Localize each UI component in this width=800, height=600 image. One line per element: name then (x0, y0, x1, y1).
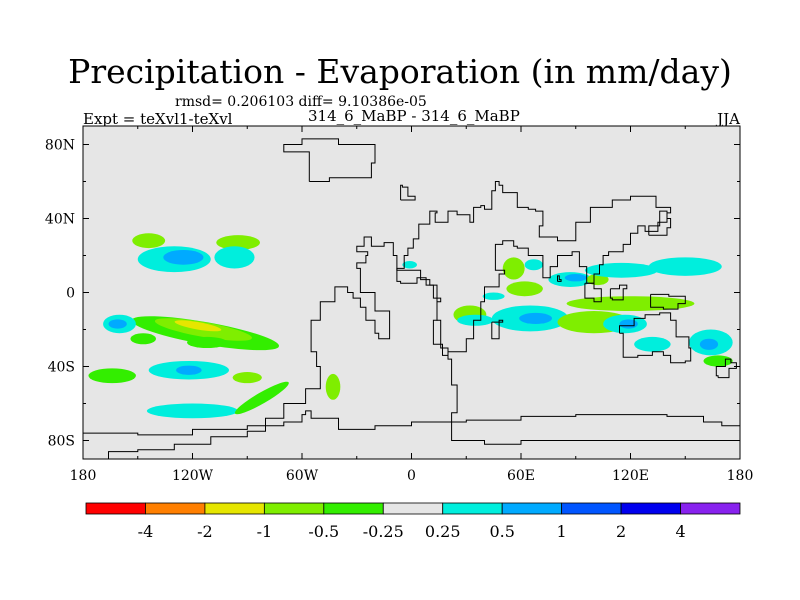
colorbar-box (561, 502, 622, 515)
y-tick-label: 40S (48, 360, 75, 376)
colorbar-label: 0.25 (425, 522, 461, 541)
anomaly-blob (648, 257, 722, 276)
anomaly-blob (699, 338, 719, 350)
y-tick-label: 0 (66, 286, 75, 302)
y-tick-label: 80S (48, 434, 75, 450)
anomaly-blob (146, 403, 239, 419)
coastline-sri-lanka (557, 275, 562, 282)
anomaly-blob (187, 336, 228, 349)
anomaly-blob (619, 319, 638, 329)
anomaly-blob (216, 235, 261, 250)
chart-title: Precipitation - Evaporation (in mm/day) (68, 52, 732, 91)
anomaly-blob (108, 319, 127, 329)
case-label: 314_6_MaBP - 314_6_MaBP (308, 107, 520, 125)
coastline-new-zealand (715, 358, 737, 379)
anomaly-blob (132, 233, 166, 249)
coastline-antarctica (83, 410, 740, 436)
colorbar-box (680, 502, 741, 515)
axis-ticks: 180 120W 60W 0 60E 120E 180 80N 40N 0 40S 80S (45, 126, 753, 484)
x-tick-label: 120W (172, 468, 214, 484)
anomaly-blob (130, 333, 157, 345)
x-tick-label: 60E (507, 468, 535, 484)
x-tick-label: 60W (286, 468, 319, 484)
anomaly-blob (176, 365, 202, 375)
colorbar-label: 2 (616, 522, 626, 541)
x-tick-label: 120E (612, 468, 649, 484)
x-tick-label: 180 (727, 468, 754, 484)
anomaly-blob (519, 312, 553, 324)
colorbar-box (145, 502, 206, 515)
colorbar-box (620, 502, 681, 515)
season-label: JJA (717, 110, 740, 128)
coastline-madagascar (491, 319, 504, 340)
colorbar-box (382, 502, 444, 515)
colorbar-box (263, 502, 325, 515)
colorbar-label: 1 (557, 522, 567, 541)
coastline-indonesia (584, 282, 602, 303)
coastline-new-guinea (650, 293, 686, 310)
anomaly-blob (564, 274, 587, 282)
colorbar-label: -0.25 (363, 522, 404, 541)
colorbar: -4 -2 -1 -0.5 -0.25 0.25 0.5 1 2 4 (85, 502, 741, 541)
stats-subtitle: rmsd= 0.206103 diff= 9.10386e-05 (175, 94, 427, 110)
anomaly-blob (482, 292, 505, 300)
colorbar-box (323, 502, 384, 515)
colorbar-label: -1 (257, 522, 273, 541)
colorbar-box (85, 502, 146, 515)
coastline-eurasia-africa (396, 181, 672, 356)
anomaly-blob (174, 320, 222, 332)
anomaly-blob (502, 257, 525, 280)
coastline-japan (648, 210, 672, 236)
anomaly-blob (234, 381, 289, 415)
anomaly-blob (524, 259, 543, 271)
anomaly-blob (402, 261, 417, 269)
anomaly-blob (584, 262, 658, 278)
x-tick-label: 180 (70, 468, 97, 484)
anomaly-blob (232, 372, 262, 384)
anomaly-layer (88, 233, 733, 419)
colorbar-label: -0.5 (308, 522, 339, 541)
colorbar-box (501, 502, 563, 515)
anomaly-blob (634, 336, 671, 352)
coastline-australia (619, 312, 692, 364)
colorbar-box (442, 502, 503, 515)
anomaly-blob (325, 373, 341, 400)
experiment-label: Expt = teXvl1-teXvl (83, 110, 233, 128)
colorbar-label: 0.5 (489, 522, 514, 541)
anomaly-blob (703, 355, 733, 367)
coastline-americas (108, 236, 740, 459)
colorbar-label: 4 (675, 522, 685, 541)
coastline-layer (83, 138, 740, 459)
anomaly-blob (163, 249, 204, 265)
colorbar-label: -2 (197, 522, 213, 541)
anomaly-blob (214, 246, 255, 269)
x-tick-label: 0 (407, 468, 416, 484)
y-tick-label: 40N (45, 212, 75, 228)
anomaly-blob (506, 281, 543, 297)
coastline-greenland (283, 138, 376, 182)
colorbar-label: -4 (138, 522, 154, 541)
colorbar-box (204, 502, 265, 515)
coastline-borneo (609, 284, 628, 301)
coastline-uk (400, 184, 416, 201)
anomaly-blob (586, 274, 609, 286)
anomaly-blob (88, 368, 136, 384)
y-tick-label: 80N (45, 138, 75, 154)
